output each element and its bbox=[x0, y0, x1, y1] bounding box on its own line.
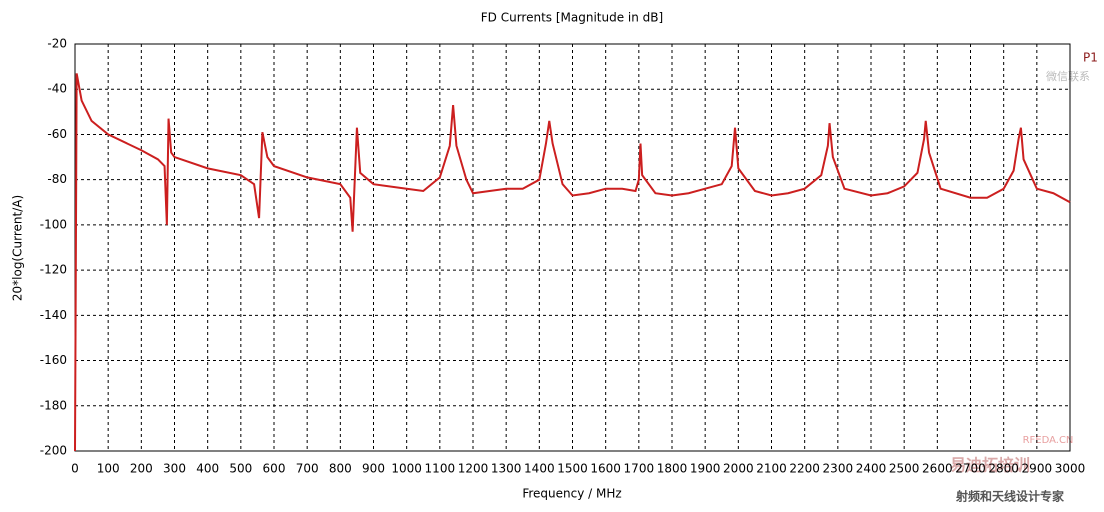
x-tick-label: 2200 bbox=[789, 462, 820, 476]
x-tick-label: 1700 bbox=[624, 462, 655, 476]
x-tick-label: 1300 bbox=[491, 462, 522, 476]
y-tick-label: -200 bbox=[40, 444, 67, 458]
x-tick-label: 2500 bbox=[889, 462, 920, 476]
x-tick-label: 1400 bbox=[524, 462, 555, 476]
x-tick-label: 700 bbox=[296, 462, 319, 476]
x-tick-label: 1900 bbox=[690, 462, 721, 476]
x-tick-label: 1800 bbox=[657, 462, 688, 476]
x-tick-label: 2600 bbox=[922, 462, 953, 476]
x-tick-label: 900 bbox=[362, 462, 385, 476]
y-tick-label: -20 bbox=[47, 37, 67, 51]
watermark: 易迪拓培训 bbox=[950, 456, 1030, 475]
x-tick-label: 1200 bbox=[458, 462, 489, 476]
x-tick-label: 500 bbox=[229, 462, 252, 476]
x-tick-label: 300 bbox=[163, 462, 186, 476]
y-tick-label: -160 bbox=[40, 353, 67, 367]
y-tick-label: -80 bbox=[47, 172, 67, 186]
y-tick-label: -60 bbox=[47, 127, 67, 141]
x-tick-label: 800 bbox=[329, 462, 352, 476]
x-tick-label: 200 bbox=[130, 462, 153, 476]
x-tick-label: 2900 bbox=[1022, 462, 1053, 476]
x-tick-label: 2400 bbox=[856, 462, 887, 476]
watermark: 射频和天线设计专家 bbox=[955, 489, 1065, 504]
x-tick-label: 400 bbox=[196, 462, 219, 476]
x-tick-label: 3000 bbox=[1055, 462, 1086, 476]
x-tick-label: 2000 bbox=[723, 462, 754, 476]
x-tick-label: 100 bbox=[97, 462, 120, 476]
watermark: 微信联系 bbox=[1046, 69, 1090, 83]
x-tick-label: 1000 bbox=[391, 462, 422, 476]
watermark: RFEDA.CN bbox=[1023, 435, 1074, 446]
x-tick-label: 1100 bbox=[425, 462, 456, 476]
y-tick-label: -180 bbox=[40, 398, 67, 412]
y-tick-label: -100 bbox=[40, 217, 67, 231]
x-axis-label: Frequency / MHz bbox=[522, 487, 621, 501]
x-tick-label: 2700 bbox=[955, 462, 986, 476]
x-tick-label: 600 bbox=[263, 462, 286, 476]
x-tick-label: 1500 bbox=[557, 462, 588, 476]
y-tick-label: -40 bbox=[47, 82, 67, 96]
y-tick-label: -120 bbox=[40, 263, 67, 277]
x-tick-label: 0 bbox=[71, 462, 79, 476]
y-axis-label: 20*log(Current/A) bbox=[11, 195, 25, 301]
x-tick-label: 1600 bbox=[590, 462, 621, 476]
series-line bbox=[74, 73, 1071, 452]
y-tick-label: -140 bbox=[40, 308, 67, 322]
x-tick-label: 2100 bbox=[756, 462, 787, 476]
chart-title: FD Currents [Magnitude in dB] bbox=[481, 11, 663, 25]
legend-entry: P1 bbox=[1083, 51, 1098, 65]
x-tick-label: 2300 bbox=[823, 462, 854, 476]
x-tick-label: 2800 bbox=[988, 462, 1019, 476]
